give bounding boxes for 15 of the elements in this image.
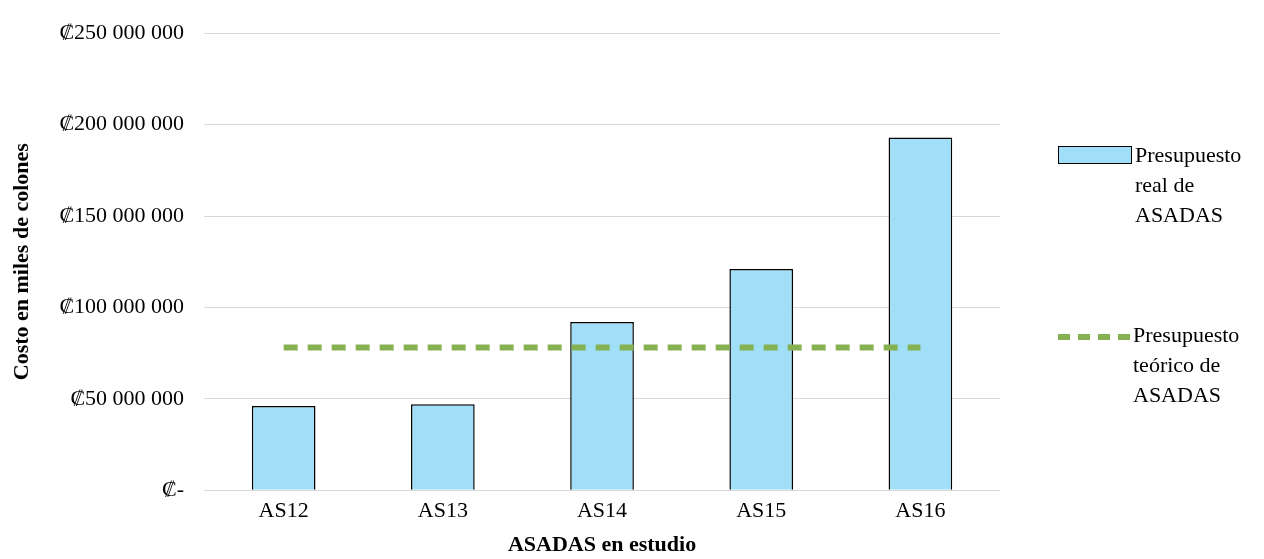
- y-tick-label: ₡100 000 000: [59, 293, 185, 319]
- legend-label: Presupuesto teórico de ASADAS: [1133, 321, 1241, 409]
- y-axis-title: Costo en miles de colones: [7, 142, 33, 381]
- y-tick-label: ₡-: [162, 475, 185, 501]
- x-tick-label: AS16: [895, 497, 946, 523]
- y-tick-label: ₡50 000 000: [70, 384, 185, 410]
- x-axis-title: ASADAS en estudio: [507, 531, 697, 557]
- x-tick-label: AS14: [576, 497, 628, 523]
- y-tick-label: ₡150 000 000: [59, 201, 185, 227]
- x-tick-label: AS12: [258, 497, 309, 523]
- x-tick-label: AS13: [417, 497, 468, 523]
- y-tick-label: ₡250 000 000: [59, 18, 185, 44]
- y-tick-label: ₡200 000 000: [59, 110, 185, 136]
- legend-label: Presupuesto real de ASADAS: [1135, 141, 1243, 229]
- x-tick-label: AS15: [736, 497, 787, 523]
